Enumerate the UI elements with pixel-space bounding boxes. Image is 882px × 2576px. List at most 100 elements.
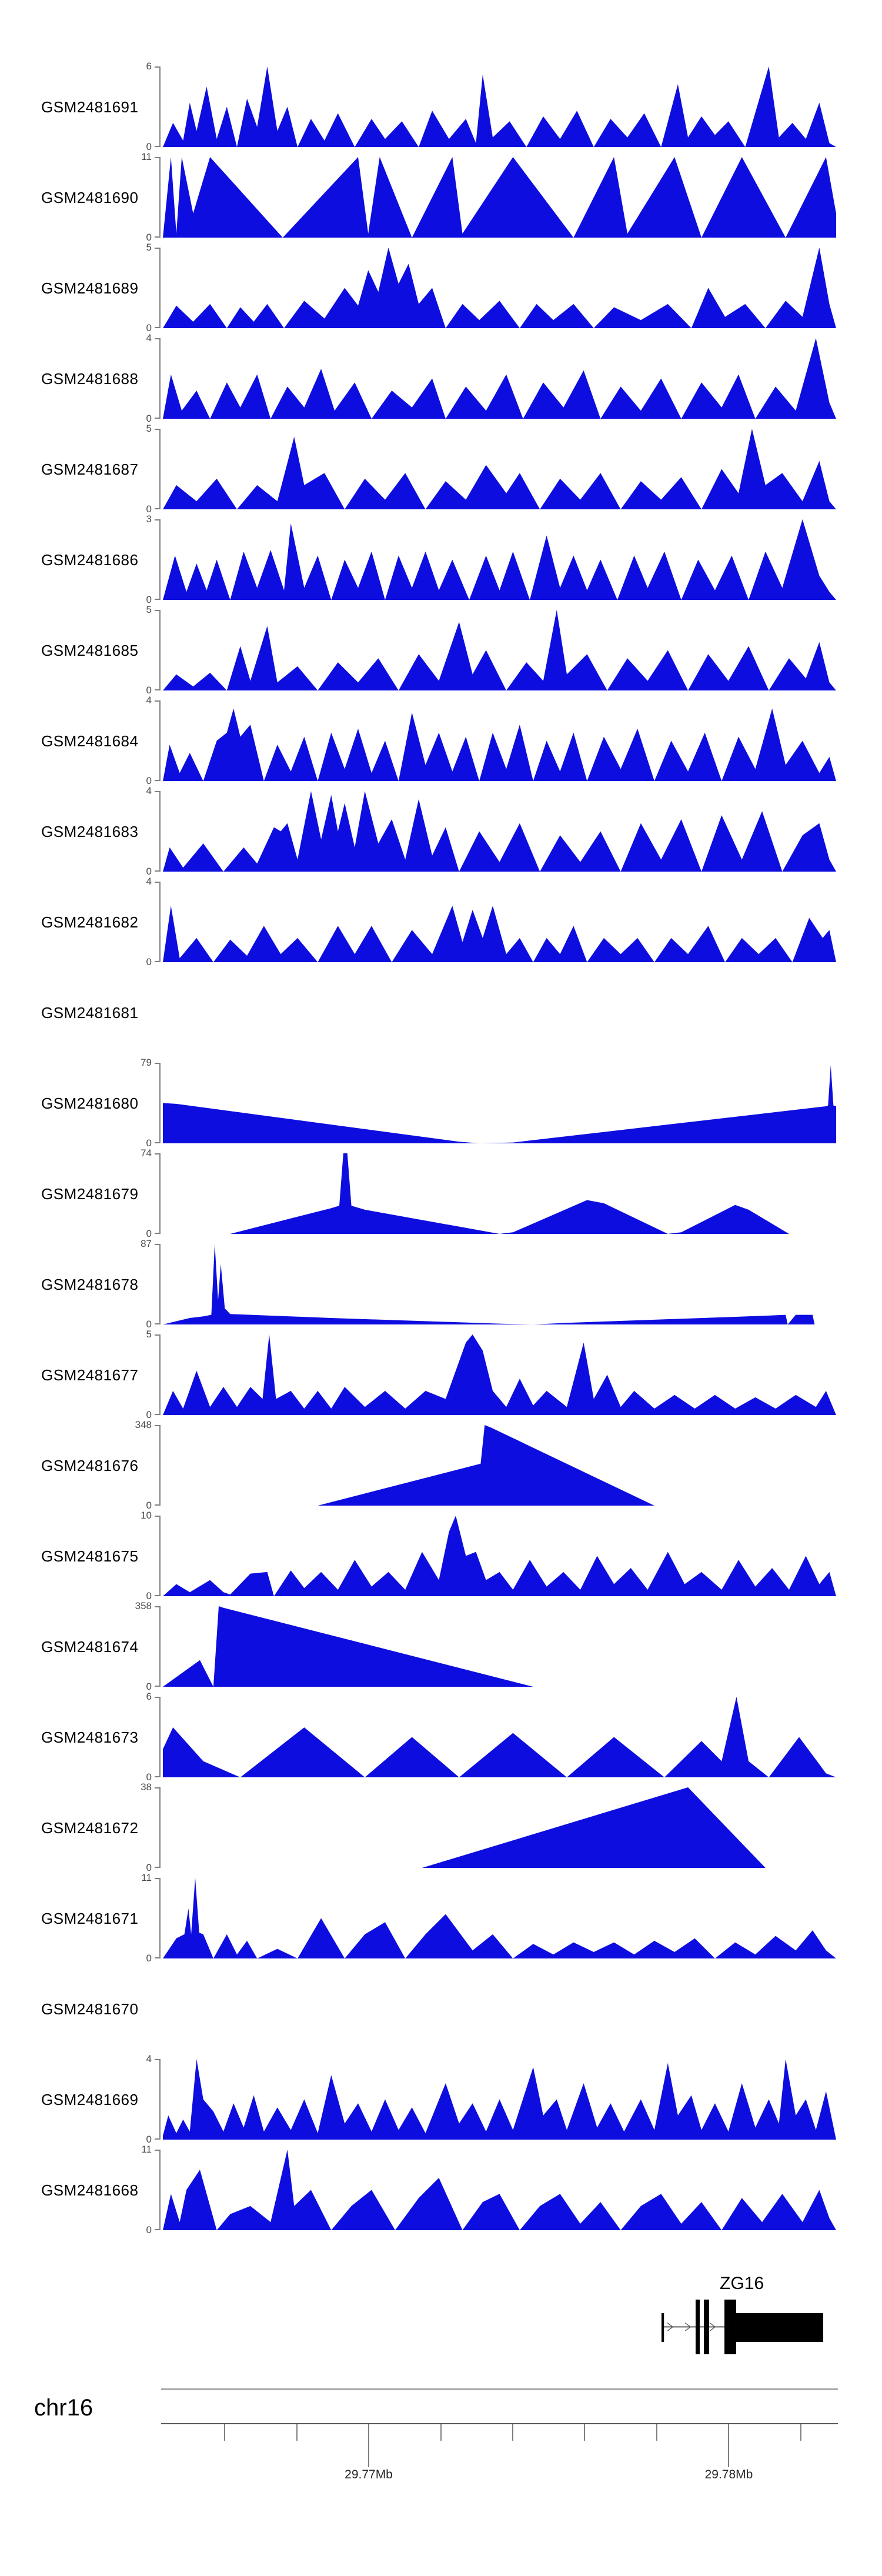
coverage-polygon	[163, 1425, 836, 1506]
coverage-area-GSM2481688	[163, 338, 836, 419]
coverage-area-GSM2481685	[163, 610, 836, 690]
coverage-polygon	[163, 2150, 836, 2230]
coverage-polygon	[163, 906, 836, 962]
track-label-GSM2481672: GSM2481672	[41, 1818, 139, 1837]
coverage-polygon	[163, 1065, 836, 1143]
axis-minor-tick	[440, 2424, 442, 2441]
axis-major-tick	[728, 2424, 730, 2467]
y-axis-zero-label: 0	[146, 503, 152, 515]
track-label-GSM2481683: GSM2481683	[41, 822, 139, 840]
axis-separator-line	[161, 2388, 838, 2390]
track-label-GSM2481674: GSM2481674	[41, 1637, 139, 1656]
y-axis-bracket	[155, 1606, 161, 1687]
track-label-GSM2481686: GSM2481686	[41, 550, 139, 569]
y-axis-zero-label: 0	[146, 1500, 152, 1511]
track-label-GSM2481668: GSM2481668	[41, 2181, 139, 2199]
coverage-polygon	[163, 1697, 836, 1777]
y-axis-bracket	[155, 791, 161, 872]
coverage-area-GSM2481672	[163, 1787, 836, 1868]
coverage-area-GSM2481682	[163, 906, 836, 962]
y-axis-max-label: 4	[146, 876, 152, 887]
exon-full	[704, 2300, 710, 2354]
coverage-area-GSM2481677	[163, 1334, 836, 1415]
exon-full	[724, 2300, 736, 2354]
axis-minor-tick	[656, 2424, 657, 2441]
track-label-GSM2481690: GSM2481690	[41, 188, 139, 206]
axis-minor-tick	[296, 2424, 298, 2441]
track-label-GSM2481681: GSM2481681	[41, 1003, 139, 1022]
y-axis-max-label: 4	[146, 785, 152, 796]
coverage-polygon	[163, 157, 836, 238]
y-axis-zero-label: 0	[146, 141, 152, 152]
y-axis-bracket	[155, 1697, 161, 1777]
axis-minor-tick	[512, 2424, 514, 2441]
axis-minor-tick	[584, 2424, 586, 2441]
coverage-area-GSM2481691	[163, 66, 836, 147]
coverage-area-GSM2481687	[163, 429, 836, 509]
y-axis-max-label: 6	[146, 1691, 152, 1702]
track-label-GSM2481675: GSM2481675	[41, 1547, 139, 1565]
coverage-polygon	[163, 1787, 836, 1868]
track-label-GSM2481676: GSM2481676	[41, 1456, 139, 1474]
y-axis-bracket	[155, 338, 161, 419]
coverage-polygon	[163, 2059, 836, 2140]
y-axis-zero-label: 0	[146, 2134, 152, 2145]
track-label-GSM2481688: GSM2481688	[41, 369, 139, 388]
exon-half	[736, 2313, 824, 2342]
track-label-GSM2481687: GSM2481687	[41, 460, 139, 478]
y-axis-bracket	[155, 1787, 161, 1868]
y-axis-bracket	[155, 700, 161, 781]
axis-tick-label: 29.78Mb	[704, 2468, 753, 2481]
y-axis-max-label: 5	[146, 423, 152, 434]
y-axis-zero-label: 0	[146, 1319, 152, 1330]
track-label-GSM2481679: GSM2481679	[41, 1184, 139, 1203]
y-axis-zero-label: 0	[146, 322, 152, 333]
y-axis-bracket	[155, 2150, 161, 2230]
track-label-GSM2481677: GSM2481677	[41, 1366, 139, 1384]
coverage-polygon	[163, 1606, 836, 1687]
y-axis-zero-label: 0	[146, 1590, 152, 1601]
y-axis-bracket	[155, 1063, 161, 1143]
coverage-area-GSM2481686	[163, 519, 836, 600]
coverage-area-GSM2481668	[163, 2150, 836, 2230]
y-axis-max-label: 4	[146, 332, 152, 343]
y-axis-bracket	[155, 248, 161, 328]
y-axis-bracket	[155, 2059, 161, 2140]
y-axis-max-label: 4	[146, 695, 152, 706]
y-axis-max-label: 74	[141, 1147, 152, 1159]
coverage-area-GSM2481676	[163, 1425, 836, 1506]
y-axis-max-label: 11	[141, 1872, 152, 1883]
y-axis-zero-label: 0	[146, 232, 152, 243]
track-label-GSM2481680: GSM2481680	[41, 1094, 139, 1112]
y-axis-max-label: 3	[146, 513, 152, 525]
track-label-GSM2481685: GSM2481685	[41, 641, 139, 659]
coverage-polygon	[163, 1878, 836, 1958]
coverage-area-GSM2481673	[163, 1697, 836, 1777]
track-label-GSM2481678: GSM2481678	[41, 1275, 139, 1293]
coverage-polygon	[163, 338, 836, 419]
coverage-polygon	[163, 708, 836, 781]
y-axis-max-label: 11	[141, 2144, 152, 2155]
y-axis-bracket	[155, 1334, 161, 1415]
coverage-area-GSM2481689	[163, 248, 836, 328]
y-axis-zero-label: 0	[146, 1862, 152, 1873]
y-axis-bracket	[155, 66, 161, 147]
axis-minor-tick	[223, 2424, 225, 2441]
intron-line	[663, 2326, 725, 2328]
y-axis-bracket	[155, 1516, 161, 1596]
track-label-GSM2481670: GSM2481670	[41, 2000, 139, 2018]
coverage-polygon	[163, 1244, 836, 1324]
gene-name-label: ZG16	[720, 2274, 764, 2293]
strand-arrow-icon	[667, 2322, 674, 2332]
coverage-area-GSM2481671	[163, 1878, 836, 1958]
coverage-area-GSM2481684	[163, 708, 836, 781]
track-label-GSM2481691: GSM2481691	[41, 98, 139, 116]
coverage-polygon	[163, 66, 836, 147]
y-axis-max-label: 6	[146, 61, 152, 72]
y-axis-bracket	[155, 610, 161, 690]
y-axis-zero-label: 0	[146, 594, 152, 605]
y-axis-zero-label: 0	[146, 2224, 152, 2235]
track-label-GSM2481689: GSM2481689	[41, 279, 139, 297]
coverage-area-GSM2481674	[163, 1606, 836, 1687]
chromosome-label: chr16	[34, 2395, 93, 2421]
